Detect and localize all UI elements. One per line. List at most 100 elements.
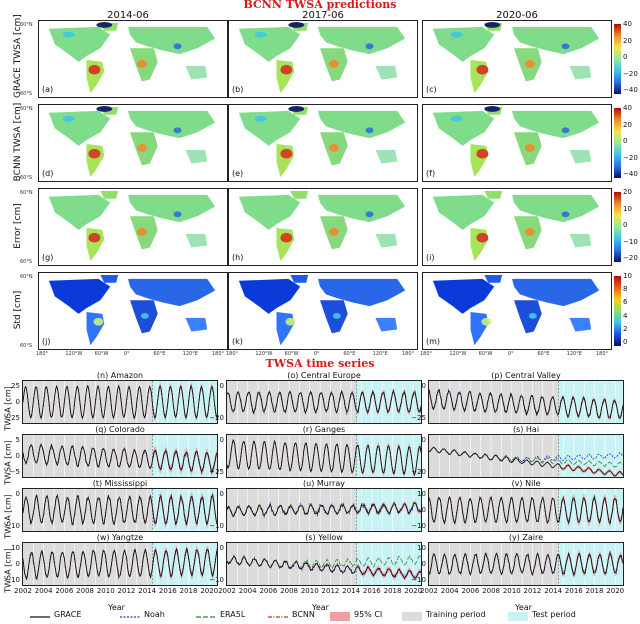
column-title-2: 2017-06 [302, 10, 344, 21]
ts-panel-8 [226, 488, 422, 532]
world-map [432, 274, 600, 346]
continent-north-america [432, 278, 495, 314]
ts-panel-title: (w) Yangtze [96, 533, 144, 542]
anomaly-patch-3 [365, 127, 374, 134]
ts-xtick: 2020 [200, 587, 219, 595]
world-map [238, 21, 406, 94]
training-period-band [23, 543, 153, 585]
continent-greenland [100, 274, 119, 283]
legend-label-training: Training period [426, 610, 486, 619]
lon-label: 0° [314, 351, 320, 357]
ts-ytick: 0 [219, 544, 224, 552]
column-title-1: 2014-06 [107, 10, 149, 21]
map-panel-1-3: (c) [422, 20, 612, 98]
map-panel-4-2: (k) [228, 272, 418, 350]
grace-line [227, 439, 421, 476]
colorbar-tick: 20 [623, 36, 632, 45]
ts-ytick: 0 [219, 382, 224, 390]
ts-xtick: 2014 [342, 587, 361, 595]
ts-xtick: 2018 [383, 587, 402, 595]
continent-north-america [238, 110, 301, 146]
ts-plot [429, 381, 623, 423]
anomaly-patch-2 [524, 143, 535, 152]
continent-south-america [276, 311, 295, 346]
noah-line [429, 446, 623, 464]
ts-ytick: 0 [15, 398, 20, 406]
continent-eurasia [128, 278, 216, 307]
ts-plot [23, 435, 217, 477]
panel-letter: (a) [42, 85, 54, 94]
anomaly-patch-4 [288, 21, 305, 28]
ts-plot [429, 543, 623, 585]
lon-label: 180° [420, 351, 433, 357]
colorbar-tick: −20 [623, 153, 638, 162]
bcnn-line [227, 502, 421, 517]
continent-eurasia [128, 26, 216, 55]
grace-line [429, 552, 623, 576]
map-panel-3-2: (h) [228, 188, 418, 266]
colorbar-tick: −20 [623, 254, 638, 262]
ts-ytick: −20 [209, 414, 224, 422]
lon-label: 60°W [478, 351, 493, 357]
colorbar-tick: 0 [623, 221, 628, 229]
lon-label: 120°E [566, 351, 582, 357]
ts-panel-7 [22, 488, 218, 532]
training-period-band [429, 381, 559, 423]
ts-ytick: 10 [417, 544, 426, 552]
colorbar-tick: 40 [623, 20, 632, 28]
ts-ytick: −5 [9, 468, 20, 476]
anomaly-patch-3 [173, 211, 182, 218]
ts-xtick: 2018 [179, 587, 198, 595]
ts-xtick: 2008 [76, 587, 94, 595]
colorbar-tick: 4 [623, 311, 628, 320]
continent-north-america [238, 278, 301, 314]
panel-letter: (m) [426, 337, 441, 346]
training-period-band [23, 489, 153, 531]
legend-label-test: Test period [532, 610, 576, 619]
continent-south-america [470, 227, 489, 262]
panel-letter: (g) [42, 253, 54, 262]
grace-line [227, 555, 421, 580]
ts-xtick: 2016 [362, 587, 381, 595]
colorbar-tick: 6 [623, 298, 628, 307]
panel-letter: (d) [42, 169, 54, 178]
anomaly-patch-2 [524, 227, 535, 236]
grace-line [23, 547, 217, 581]
ts-ytick: −10 [209, 522, 224, 530]
training-period-band [429, 435, 559, 477]
world-map [432, 190, 600, 262]
anomaly-patch-2 [328, 227, 339, 236]
lon-label: 120°E [372, 351, 388, 357]
continent-australia [375, 65, 398, 80]
continent-australia [185, 233, 208, 248]
continent-australia [185, 317, 208, 332]
anomaly-patch-2 [140, 312, 149, 319]
anomaly-patch-3 [173, 127, 182, 134]
ts-ytick: 0 [15, 560, 20, 568]
anomaly-patch-4 [96, 105, 113, 112]
continent-australia [569, 149, 592, 164]
ts-panel-title: (q) Colorado [95, 425, 145, 434]
lon-label: 180° [212, 351, 225, 357]
ts-ytick: 0 [421, 436, 426, 444]
ts-plot [23, 489, 217, 531]
anomaly-patch-1 [476, 148, 489, 159]
colorbar-tick: −10 [623, 237, 638, 246]
grace-line [429, 389, 623, 419]
anomaly-patch-1 [280, 148, 293, 159]
grace-line [23, 384, 217, 420]
ts-xtick: 2012 [523, 587, 542, 595]
continent-north-america [432, 26, 495, 62]
world-map [238, 274, 406, 346]
anomaly-patch-2 [528, 312, 537, 319]
training-period-band [23, 381, 153, 423]
world-map [48, 190, 216, 262]
anomaly-patch-3 [365, 211, 374, 218]
row-label-4: Std [cm] [13, 290, 23, 330]
grace-line [227, 502, 421, 517]
colorbar-tick: 10 [623, 204, 632, 213]
map-panel-3-3: (i) [422, 188, 612, 266]
column-title-3: 2020-06 [496, 10, 538, 21]
ts-plot [23, 381, 217, 423]
map-grid: GRACE TWSA [cm] 60°N 60°S (a) (b) (c) 40 20 0 −20… [13, 14, 638, 357]
